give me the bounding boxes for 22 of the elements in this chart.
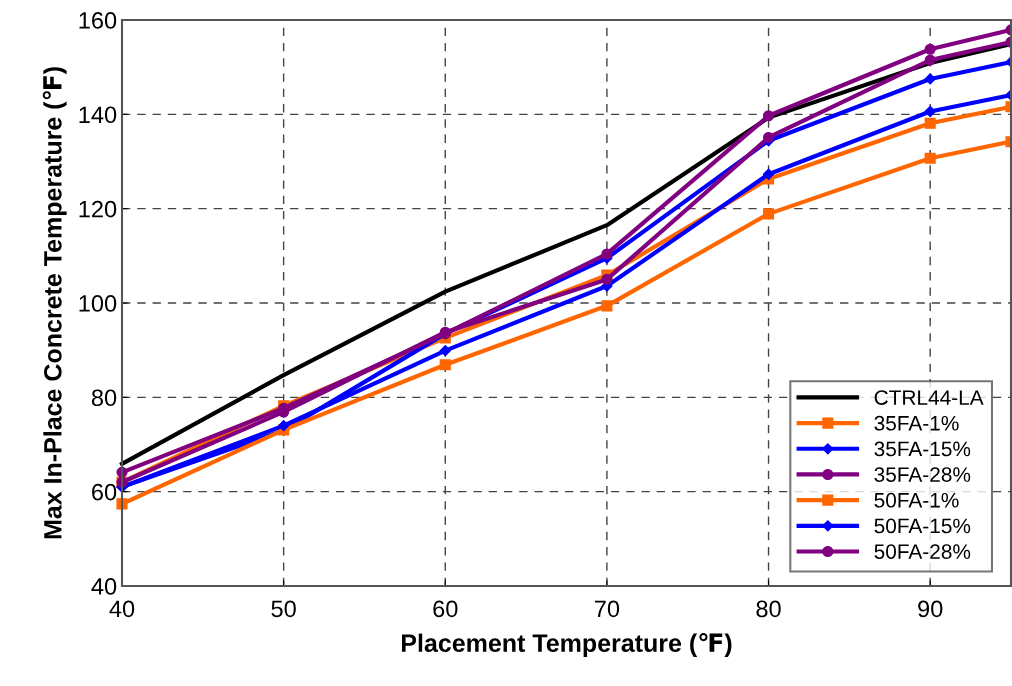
legend-label: 35FA-28% — [874, 467, 971, 482]
y-tick-label: 160 — [79, 12, 117, 29]
y-tick-label: 80 — [91, 389, 117, 407]
x-axis-title: Placement Temperature (℉) — [402, 633, 732, 657]
x-tick-label: 90 — [918, 600, 943, 618]
legend-label: 50FA-15% — [874, 518, 971, 534]
y-tick-label: 60 — [92, 483, 117, 501]
y-tick-label: 120 — [79, 200, 117, 218]
legend-label: 35FA-15% — [874, 441, 971, 457]
y-tick-label: 140 — [79, 106, 117, 124]
legend-label: CTRL44-LA — [874, 390, 984, 405]
x-tick-label: 60 — [433, 600, 458, 618]
y-tick-label: 100 — [79, 295, 117, 312]
x-tick-label: 50 — [271, 600, 296, 618]
x-tick-label: 40 — [109, 600, 135, 618]
legend-label: 35FA-1% — [874, 415, 959, 431]
x-tick-label: 70 — [594, 600, 620, 618]
y-axis-title: Max In-Place Concrete Temperature (℉) — [42, 67, 67, 539]
y-tick-label: 40 — [91, 578, 117, 595]
x-tick-label: 80 — [756, 600, 781, 618]
legend-label: 50FA-1% — [874, 492, 959, 508]
legend-label: 50FA-28% — [874, 544, 971, 559]
